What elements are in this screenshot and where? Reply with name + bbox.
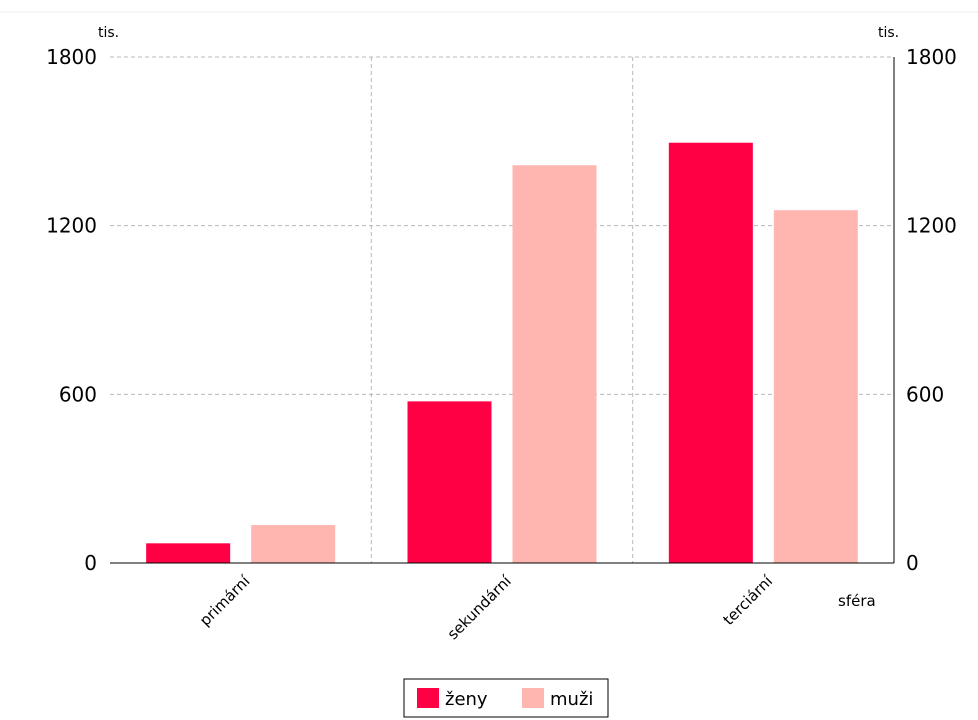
- legend-swatch-zeny: [417, 688, 439, 708]
- y-tick-right-0: 0: [906, 551, 919, 575]
- y-tick-right-600: 600: [906, 382, 944, 406]
- y-tick-left-0: 0: [84, 551, 97, 575]
- x-tick-1: sekundární: [444, 572, 516, 644]
- bars: [146, 142, 858, 563]
- x-tick-labels: primární sekundární terciární: [196, 572, 777, 644]
- right-axis-unit: tis.: [878, 25, 899, 41]
- bar-zeny-1: [407, 401, 492, 563]
- bar-zeny-0: [146, 543, 231, 563]
- legend: ženy muži: [403, 678, 609, 718]
- y-tick-labels: 0 0 600 600 1200 1200 1800 1800: [46, 45, 957, 575]
- grid: [110, 56, 894, 563]
- x-tick-0: primární: [196, 572, 254, 630]
- left-axis-unit: tis.: [98, 25, 119, 41]
- y-tick-left-1200: 1200: [46, 214, 97, 238]
- bar-muzi-0: [251, 525, 336, 563]
- legend-label-muzi: muži: [550, 689, 593, 710]
- legend-swatch-muzi: [522, 688, 544, 708]
- y-tick-left-1800: 1800: [46, 45, 97, 69]
- x-tick-2: terciární: [719, 572, 776, 629]
- legend-frame: [403, 678, 609, 718]
- y-tick-right-1800: 1800: [906, 45, 957, 69]
- bar-muzi-1: [512, 165, 597, 563]
- legend-label-zeny: ženy: [445, 689, 488, 710]
- y-tick-right-1200: 1200: [906, 214, 957, 238]
- bar-muzi-2: [773, 210, 858, 563]
- axes: [110, 57, 895, 564]
- y-tick-left-600: 600: [59, 382, 97, 406]
- x-axis-title: sféra: [838, 592, 876, 610]
- bar-zeny-2: [668, 142, 753, 563]
